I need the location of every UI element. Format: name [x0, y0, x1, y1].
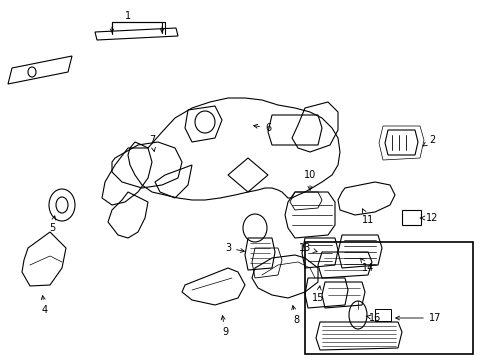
Text: 14: 14 [359, 258, 373, 273]
Text: 16: 16 [366, 313, 380, 323]
Bar [305, 242, 472, 354]
Text: 4: 4 [41, 296, 48, 315]
Text: 9: 9 [221, 316, 227, 337]
Text: 10: 10 [303, 170, 315, 190]
Text: 8: 8 [291, 306, 299, 325]
Text: 6: 6 [253, 123, 270, 133]
Text: 13: 13 [298, 243, 317, 253]
Text: 17: 17 [395, 313, 440, 323]
Text: 3: 3 [224, 243, 244, 253]
Text: 2: 2 [422, 135, 434, 146]
Bar [374, 309, 390, 321]
Text: 7: 7 [148, 135, 155, 151]
Text: 15: 15 [311, 286, 324, 303]
Text: 11: 11 [361, 209, 373, 225]
Text: 1: 1 [124, 11, 131, 21]
Text: 5: 5 [49, 216, 56, 233]
Text: 12: 12 [419, 213, 437, 223]
